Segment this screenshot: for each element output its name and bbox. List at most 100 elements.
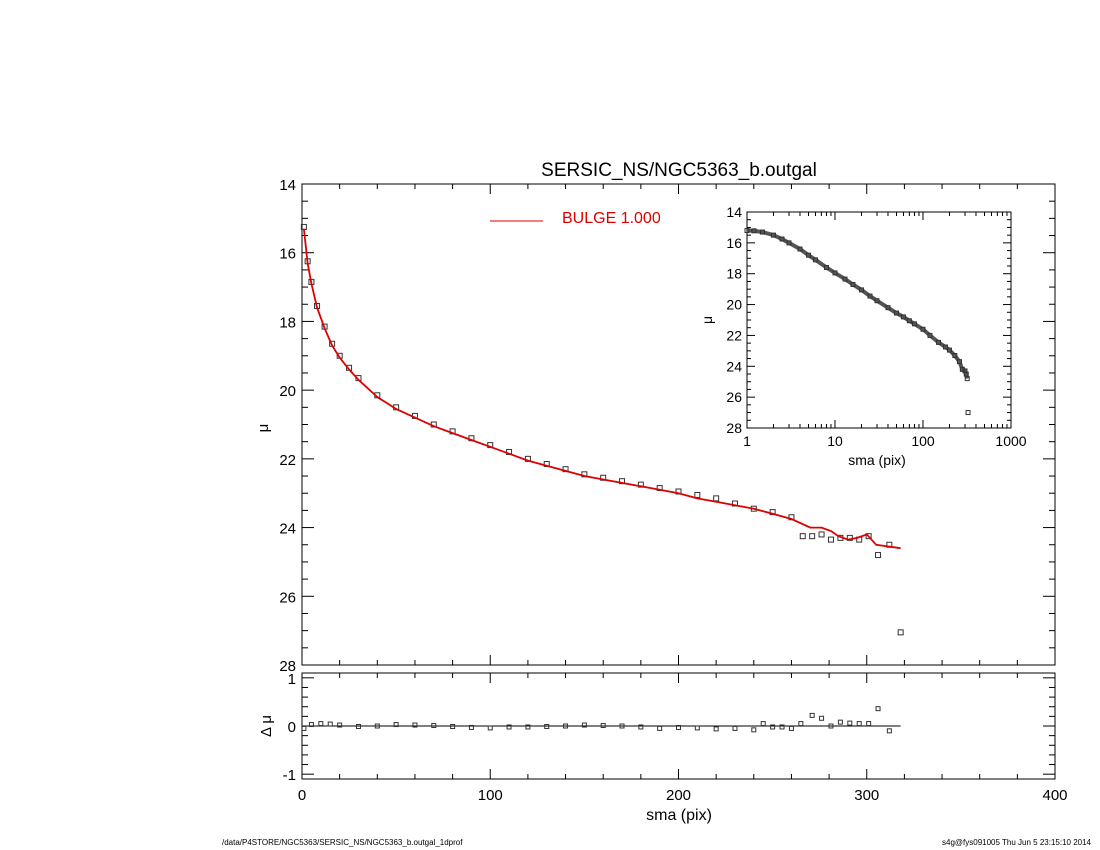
residual-point — [600, 723, 606, 729]
residual-point — [856, 721, 862, 727]
inset-y-tick-label: 14 — [726, 204, 742, 220]
inset-x-tick-label: 100 — [911, 433, 935, 449]
residual-point — [657, 725, 663, 731]
inset-data-point — [850, 282, 856, 288]
residual-point — [431, 723, 437, 729]
footer-timestamp: s4g@fys091005 Thu Jun 5 23:15:10 2014 — [942, 838, 1091, 847]
inset-data-point — [952, 352, 958, 358]
inset-data-point — [858, 287, 864, 293]
residual-point — [450, 723, 456, 729]
inset-data-point — [962, 368, 968, 374]
inset-y-axis-label: μ — [699, 316, 715, 324]
x-axis-label: sma (pix) — [646, 807, 712, 824]
inset-x-tick-label: 1 — [743, 433, 751, 449]
residual-point — [525, 724, 531, 730]
inset-y-tick-label: 16 — [726, 235, 742, 251]
inset-data-point — [806, 252, 812, 258]
inset-data-point — [900, 314, 906, 320]
residual-point — [837, 719, 843, 725]
main-y-tick-label: 14 — [279, 177, 296, 194]
data-point — [713, 495, 720, 502]
chart-title: SERSIC_NS/NGC5363_b.outgal — [541, 160, 817, 181]
data-point — [897, 629, 904, 636]
residual-point — [676, 724, 681, 730]
inset-data-point — [786, 240, 792, 246]
inset-data-point — [812, 257, 818, 263]
data-point — [865, 533, 872, 540]
data-point — [799, 533, 806, 540]
residual-point — [544, 723, 550, 729]
inset-data-point — [832, 270, 838, 276]
residual-point — [751, 727, 757, 733]
residual-point — [619, 723, 625, 729]
residual-y-tick-label: 1 — [288, 671, 296, 688]
legend-label: BULGE 1.000 — [562, 210, 661, 227]
residual-point — [798, 721, 804, 727]
inset-data-point — [946, 347, 952, 353]
residual-point — [819, 715, 825, 721]
main-y-tick-label: 24 — [279, 521, 296, 538]
residual-point — [468, 724, 474, 730]
footer-file-path: /data/P4STORE/NGC5363/SERSIC_NS/NGC5363_… — [222, 838, 463, 847]
inset-data-point — [770, 232, 776, 238]
residual-point — [412, 722, 418, 728]
x-tick-label: 0 — [298, 787, 306, 804]
inset-data-point — [927, 332, 933, 338]
residual-point — [875, 706, 881, 712]
inset-data-point — [744, 228, 750, 234]
data-point — [809, 533, 816, 540]
residual-point — [327, 721, 333, 727]
main-y-tick-label: 16 — [279, 246, 296, 263]
residual-point — [355, 723, 361, 729]
inset-data-point — [797, 246, 803, 252]
residual-point — [581, 722, 587, 728]
inset-log-panel: 14 16 18 20 22 24 26 281 10 100 1000 sma (pix) μ — [699, 204, 1027, 468]
residual-y-tick-label: -1 — [283, 767, 296, 784]
residual-point — [732, 725, 738, 731]
residual-point — [506, 724, 512, 730]
inset-data-point — [894, 310, 900, 316]
data-point — [875, 552, 882, 559]
main-y-tick-label: 18 — [279, 314, 296, 331]
residual-point — [487, 725, 493, 731]
inset-data-point — [885, 305, 891, 311]
inset-data-point — [751, 228, 757, 234]
main-y-tick-label: 20 — [279, 383, 296, 400]
residual-point — [337, 722, 343, 728]
inset-data-point — [957, 359, 963, 365]
x-tick-label: 200 — [666, 787, 691, 804]
residual-point — [828, 723, 834, 729]
residual-point — [318, 721, 324, 727]
residual-point — [886, 728, 892, 734]
residual-point — [694, 725, 700, 731]
inset-data-point — [965, 410, 971, 416]
main-y-tick-label: 22 — [279, 452, 296, 469]
main-y-tick-label: 26 — [279, 589, 296, 606]
main-profile-panel: 14 16 18 20 22 24 26 28 μ BULGE 1.000 — [255, 177, 1056, 675]
inset-data-point — [867, 293, 873, 299]
inset-y-tick-label: 24 — [726, 358, 742, 374]
inset-data-point — [842, 276, 848, 282]
inset-data-point — [920, 326, 926, 332]
residual-point — [847, 720, 853, 726]
residual-point — [788, 725, 794, 731]
residual-point — [760, 721, 766, 727]
inset-x-tick-label: 10 — [827, 433, 843, 449]
bulge-model-line — [303, 228, 901, 550]
main-y-axis-label: μ — [255, 424, 272, 433]
residual-point — [393, 722, 399, 728]
residual-point — [809, 712, 815, 718]
residual-y-tick-label: 0 — [288, 719, 296, 736]
residual-point — [374, 723, 380, 729]
inset-y-tick-label: 22 — [726, 327, 742, 343]
data-point — [827, 536, 834, 543]
inset-y-tick-label: 18 — [726, 266, 742, 282]
residual-y-axis-label: Δ μ — [258, 715, 275, 737]
residual-point — [770, 724, 776, 730]
data-point — [846, 534, 853, 541]
x-tick-label: 100 — [478, 787, 503, 804]
x-tick-label: 400 — [1042, 787, 1067, 804]
inset-data-point — [779, 236, 785, 242]
